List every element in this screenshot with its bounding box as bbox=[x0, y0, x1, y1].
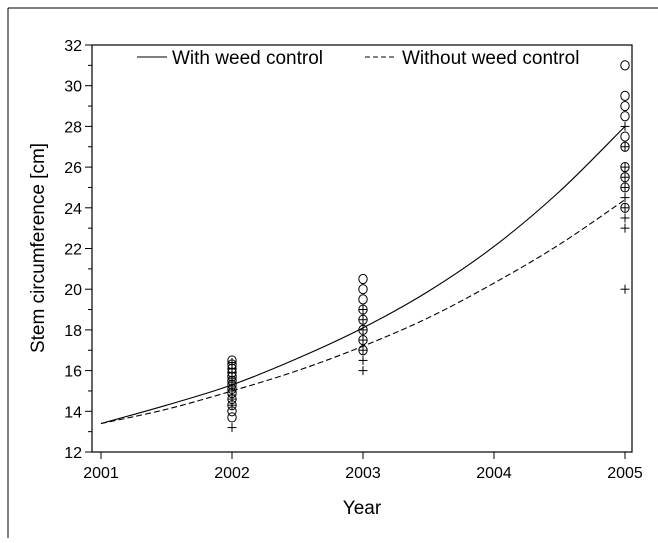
point-without-weed-control-13 bbox=[358, 345, 368, 355]
point-without-weed-control-0 bbox=[227, 423, 237, 433]
y-tick-label-22: 22 bbox=[64, 242, 82, 259]
point-without-weed-control-12 bbox=[358, 355, 368, 365]
point-without-weed-control-23 bbox=[620, 182, 630, 192]
point-with-weed-control-27 bbox=[620, 111, 630, 122]
point-with-weed-control-20 bbox=[358, 273, 368, 285]
x-tick-label-2002: 2002 bbox=[214, 465, 250, 482]
y-tick-label-30: 30 bbox=[64, 79, 82, 96]
point-without-weed-control-27 bbox=[620, 121, 630, 131]
point-with-weed-control-26 bbox=[620, 131, 630, 142]
point-with-weed-control-18 bbox=[358, 294, 368, 305]
point-without-weed-control-19 bbox=[620, 223, 630, 233]
y-tick-label-20: 20 bbox=[64, 282, 82, 299]
y-tick-label-24: 24 bbox=[64, 201, 82, 218]
legend-label-with-weed-control: With weed control bbox=[172, 48, 323, 69]
point-without-weed-control-14 bbox=[358, 335, 368, 345]
plot-area bbox=[91, 44, 633, 453]
y-axis-title: Stem circumference [cm] bbox=[28, 143, 49, 353]
y-tick-label-26: 26 bbox=[64, 160, 82, 177]
legend: With weed control Without weed control bbox=[137, 48, 579, 69]
point-without-weed-control-20 bbox=[620, 213, 630, 223]
point-without-weed-control-26 bbox=[620, 142, 630, 152]
point-without-weed-control-21 bbox=[620, 203, 630, 213]
point-without-weed-control-17 bbox=[358, 305, 368, 315]
x-tick-label-2001: 2001 bbox=[83, 465, 119, 482]
x-tick-label-2003: 2003 bbox=[345, 465, 381, 482]
x-axis: 2001 2002 2003 2004 2005 bbox=[83, 452, 643, 482]
y-tick-label-12: 12 bbox=[64, 445, 82, 462]
x-tick-label-2004: 2004 bbox=[476, 465, 512, 482]
y-tick-label-14: 14 bbox=[64, 404, 82, 421]
x-axis-title: Year bbox=[343, 498, 382, 519]
curve-with-weed-control bbox=[100, 126, 626, 425]
point-with-weed-control-19 bbox=[358, 284, 368, 295]
point-without-weed-control-25 bbox=[620, 162, 630, 172]
point-without-weed-control-11 bbox=[358, 366, 368, 376]
point-without-weed-control-22 bbox=[620, 193, 630, 203]
point-without-weed-control-24 bbox=[620, 172, 630, 182]
observed-points bbox=[227, 60, 630, 433]
fitted-curves bbox=[100, 126, 626, 425]
y-tick-label-18: 18 bbox=[64, 323, 82, 340]
point-with-weed-control-29 bbox=[620, 90, 630, 101]
y-tick-label-16: 16 bbox=[64, 364, 82, 381]
point-with-weed-control-28 bbox=[620, 100, 630, 112]
x-tick-label-2005: 2005 bbox=[607, 465, 643, 482]
y-tick-label-28: 28 bbox=[64, 119, 82, 136]
point-without-weed-control-16 bbox=[358, 315, 368, 325]
y-tick-label-32: 32 bbox=[64, 38, 82, 55]
point-with-weed-control-30 bbox=[620, 60, 630, 71]
point-without-weed-control-15 bbox=[358, 325, 368, 335]
y-axis: 12 14 16 18 20 22 24 26 28 30 32 bbox=[64, 38, 92, 462]
point-with-weed-control-0 bbox=[227, 412, 237, 423]
point-without-weed-control-10 bbox=[227, 357, 237, 367]
legend-label-without-weed-control: Without weed control bbox=[402, 48, 579, 69]
point-without-weed-control-18 bbox=[620, 284, 630, 294]
